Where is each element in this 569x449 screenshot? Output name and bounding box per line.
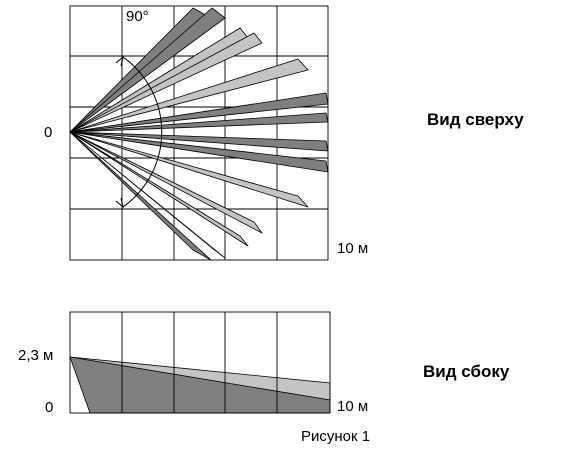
detection-beams	[69, 7, 329, 261]
top-view-grid	[69, 5, 329, 261]
top-view-caption: Вид сверху	[427, 110, 524, 129]
side-view-caption: Вид сбоку	[423, 362, 510, 381]
figure-caption: Рисунок 1	[301, 428, 371, 445]
detection-beam	[69, 32, 263, 133]
detection-beam	[69, 131, 309, 208]
side-view-grid	[69, 311, 331, 414]
detection-beam	[69, 131, 329, 173]
detection-beam	[69, 131, 212, 261]
detection-beam	[69, 58, 309, 133]
side-range-label: 10 м	[337, 398, 369, 415]
top-origin-label: 0	[44, 124, 53, 141]
detection-beam	[69, 131, 249, 247]
side-view	[69, 311, 331, 414]
top-range-label: 10 м	[337, 240, 369, 257]
detection-beam	[69, 131, 329, 152]
top-view	[69, 5, 329, 261]
angle-arc	[115, 55, 163, 209]
detection-beam	[69, 131, 263, 234]
detection-beam	[69, 7, 226, 133]
side-height-label: 2,3 м	[18, 347, 54, 364]
angle-label: 90°	[126, 8, 149, 25]
detection-beam	[69, 92, 329, 133]
side-origin-label: 0	[45, 399, 54, 416]
detection-beam	[69, 112, 329, 133]
